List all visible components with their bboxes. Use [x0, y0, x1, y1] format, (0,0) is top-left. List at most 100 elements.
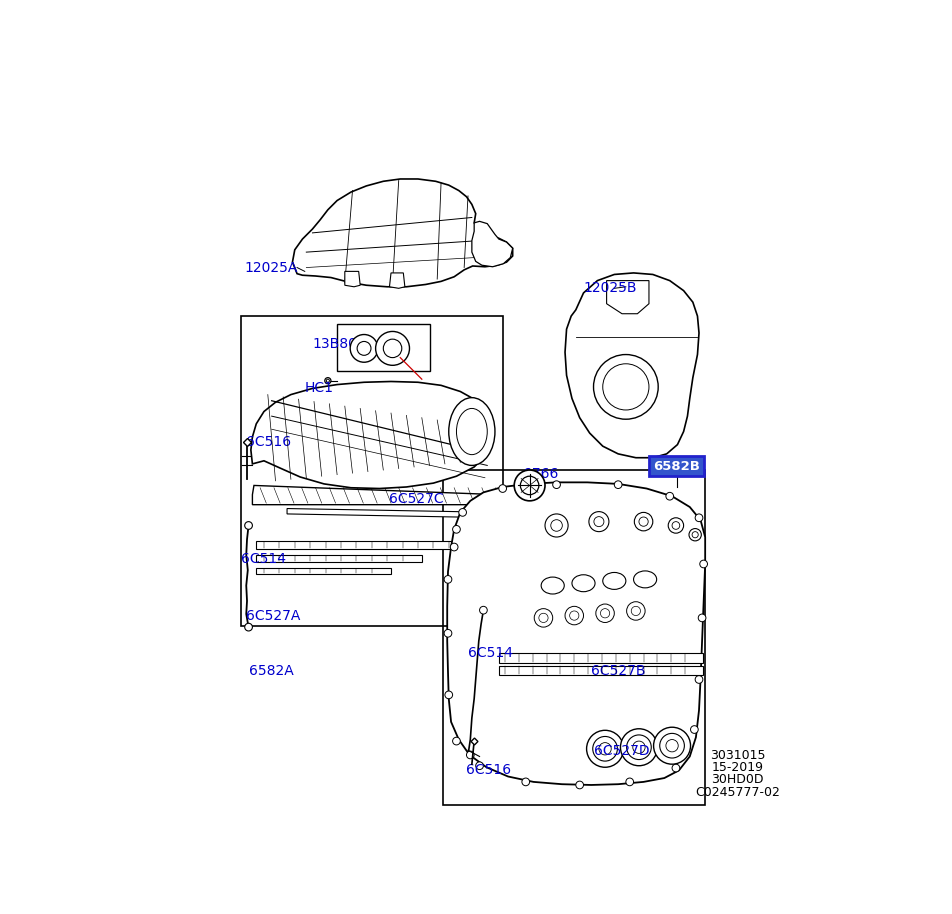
Text: 6C514: 6C514	[467, 645, 512, 660]
Circle shape	[593, 516, 604, 526]
Circle shape	[598, 742, 610, 755]
Circle shape	[349, 335, 378, 362]
Circle shape	[522, 778, 529, 786]
Circle shape	[694, 675, 703, 684]
Circle shape	[538, 613, 547, 622]
Circle shape	[245, 522, 252, 529]
Circle shape	[690, 726, 698, 733]
Circle shape	[694, 514, 703, 522]
Text: 13B802: 13B802	[312, 337, 366, 351]
Circle shape	[466, 751, 474, 759]
Text: 6C516: 6C516	[466, 762, 511, 777]
Polygon shape	[256, 555, 422, 562]
Bar	[241, 316, 502, 625]
Text: 6C527B: 6C527B	[590, 664, 645, 678]
Text: 6766: 6766	[522, 467, 558, 481]
Circle shape	[325, 377, 330, 384]
Polygon shape	[498, 654, 703, 663]
Circle shape	[659, 733, 684, 758]
Circle shape	[383, 339, 402, 357]
Circle shape	[671, 764, 679, 772]
Circle shape	[450, 543, 458, 551]
Polygon shape	[256, 541, 456, 548]
Ellipse shape	[602, 572, 625, 590]
Circle shape	[592, 737, 617, 761]
Circle shape	[665, 739, 678, 752]
Bar	[648, 456, 704, 476]
Circle shape	[698, 614, 705, 622]
Text: 3031015: 3031015	[709, 749, 764, 761]
Circle shape	[665, 493, 673, 500]
Polygon shape	[250, 381, 492, 488]
Polygon shape	[446, 483, 704, 785]
Circle shape	[595, 604, 614, 622]
Circle shape	[375, 332, 409, 366]
Circle shape	[632, 741, 645, 753]
Polygon shape	[606, 281, 648, 314]
Circle shape	[653, 728, 690, 764]
Circle shape	[688, 528, 701, 541]
Text: 6C527D: 6C527D	[594, 744, 649, 758]
Circle shape	[326, 379, 329, 382]
Circle shape	[638, 517, 647, 526]
Text: C0245777-02: C0245777-02	[694, 786, 779, 799]
Polygon shape	[345, 271, 360, 287]
Circle shape	[514, 470, 545, 501]
Polygon shape	[471, 221, 512, 267]
Circle shape	[600, 609, 609, 618]
Circle shape	[667, 517, 683, 533]
Circle shape	[552, 481, 560, 488]
Text: 6C516: 6C516	[246, 435, 291, 449]
Circle shape	[452, 526, 460, 533]
Polygon shape	[287, 508, 498, 517]
Circle shape	[565, 606, 583, 625]
Ellipse shape	[448, 398, 494, 465]
Circle shape	[625, 778, 633, 786]
Circle shape	[586, 730, 623, 767]
Circle shape	[671, 522, 679, 529]
Text: 15-2019: 15-2019	[711, 761, 763, 774]
Ellipse shape	[571, 575, 594, 591]
Bar	[443, 470, 704, 805]
Circle shape	[575, 781, 583, 789]
Polygon shape	[252, 485, 498, 505]
Polygon shape	[292, 179, 512, 287]
Circle shape	[444, 576, 451, 583]
Circle shape	[569, 611, 578, 621]
Polygon shape	[498, 665, 703, 675]
Circle shape	[452, 738, 460, 745]
Text: HC1: HC1	[305, 381, 333, 395]
Bar	[337, 324, 429, 371]
Circle shape	[357, 342, 370, 356]
Text: 12025A: 12025A	[245, 261, 298, 275]
Circle shape	[534, 609, 552, 627]
Text: 6C514: 6C514	[241, 552, 286, 566]
Circle shape	[634, 513, 652, 531]
Circle shape	[545, 514, 567, 537]
Ellipse shape	[633, 571, 656, 588]
Text: 6C527A: 6C527A	[246, 609, 300, 622]
Circle shape	[699, 560, 706, 568]
Circle shape	[498, 484, 506, 493]
Circle shape	[588, 512, 608, 532]
Text: 6582B: 6582B	[652, 460, 700, 473]
Circle shape	[602, 364, 648, 410]
Circle shape	[550, 520, 562, 531]
Circle shape	[520, 476, 538, 494]
Ellipse shape	[456, 409, 486, 454]
Circle shape	[479, 606, 486, 614]
Circle shape	[444, 630, 451, 637]
Circle shape	[445, 691, 452, 698]
Circle shape	[614, 481, 622, 488]
Circle shape	[593, 355, 658, 420]
Text: 6C527C: 6C527C	[389, 492, 444, 505]
Circle shape	[691, 532, 698, 537]
Text: 6582A: 6582A	[248, 664, 293, 678]
Polygon shape	[565, 273, 698, 458]
Circle shape	[626, 735, 650, 760]
Circle shape	[626, 601, 645, 621]
Ellipse shape	[541, 577, 564, 594]
Circle shape	[630, 606, 640, 615]
Polygon shape	[256, 568, 390, 574]
Circle shape	[620, 728, 657, 766]
